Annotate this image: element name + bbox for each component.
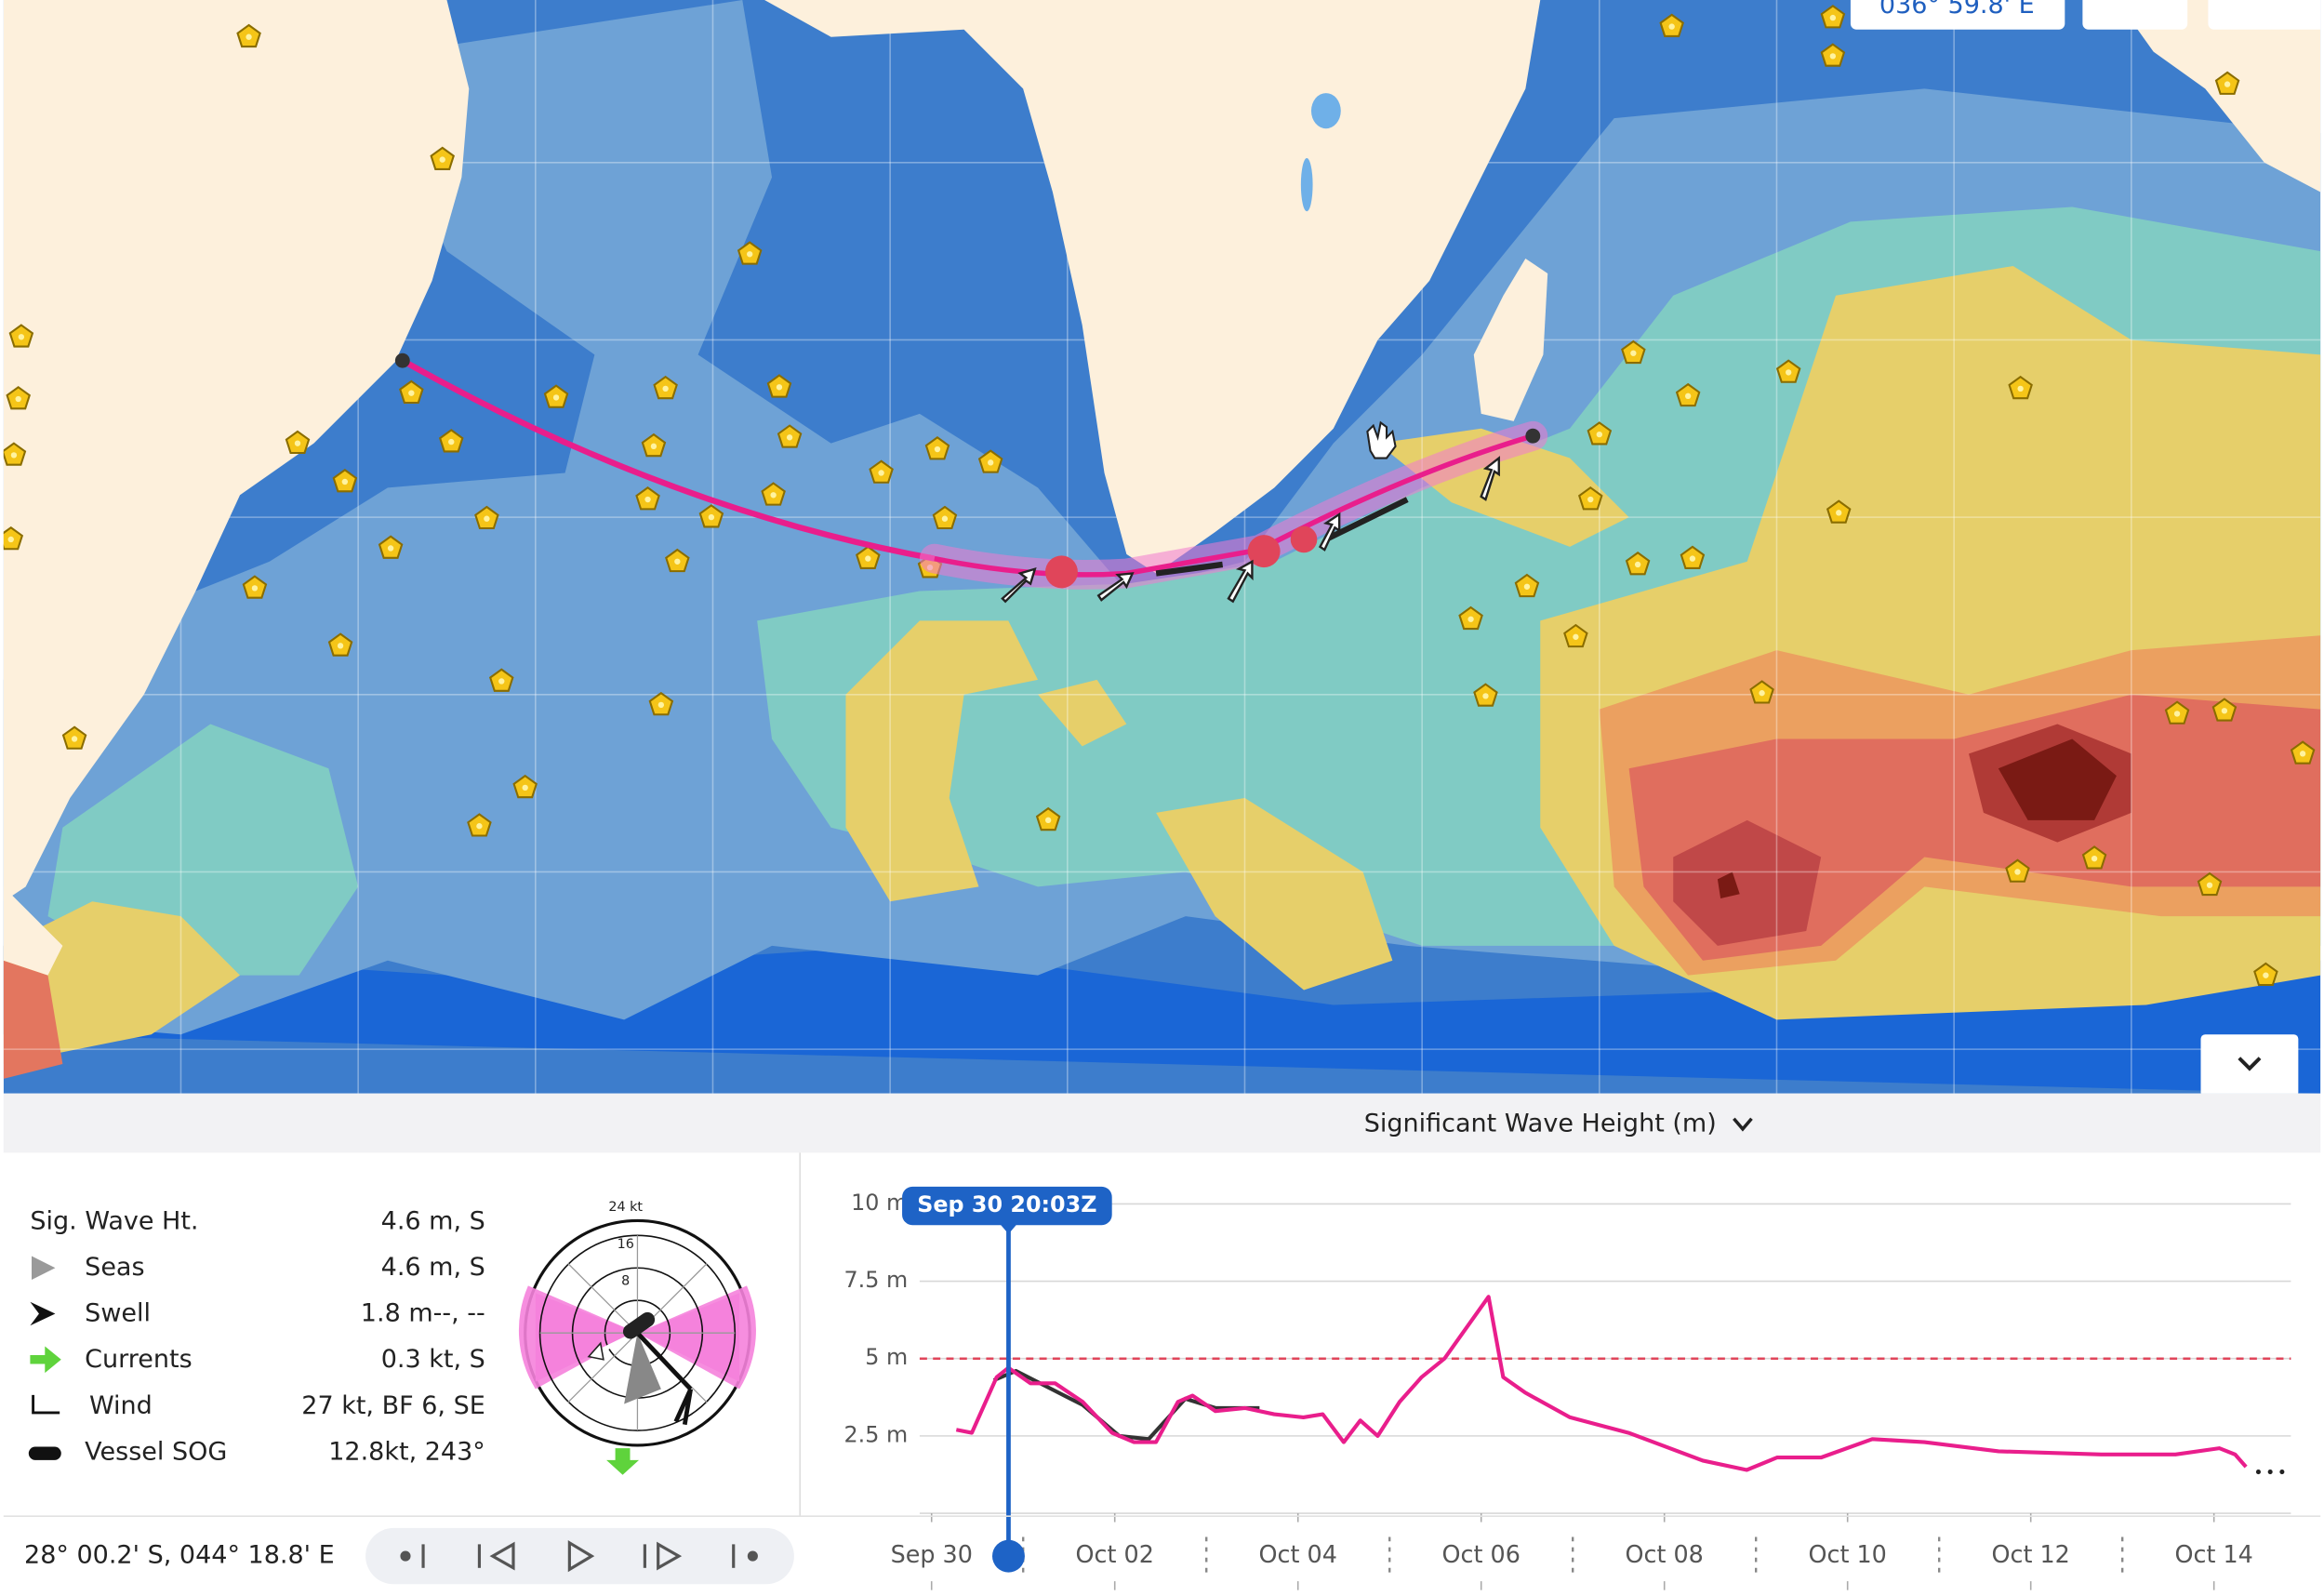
hazards — [1044, 525, 1318, 589]
panel-header — [3, 1093, 2321, 1153]
readout-value: 0.3 kt, S — [381, 1345, 485, 1374]
zone — [3, 960, 63, 1079]
zone — [1717, 871, 1740, 899]
x-tick-label: Oct 10 — [1809, 1540, 1887, 1568]
overflow-dot — [2267, 1469, 2273, 1475]
x-tick-label: Oct 04 — [1259, 1540, 1337, 1568]
overflow-dot — [2279, 1469, 2285, 1475]
zone — [1998, 738, 2117, 820]
playback-icons — [400, 1539, 758, 1573]
compass-ring-label: 24 kt — [608, 1200, 643, 1215]
readout-value: 27 kt, BF 6, SE — [301, 1391, 485, 1420]
y-tick-label: 10 m — [851, 1190, 908, 1216]
land — [3, 0, 2321, 976]
seas-icon — [32, 1256, 56, 1280]
map-button[interactable] — [2208, 0, 2324, 30]
cursor-label-pointer — [999, 1223, 1017, 1234]
readout-label: Sig. Wave Ht. — [30, 1207, 198, 1236]
y-tick-label: 7.5 m — [844, 1267, 909, 1293]
cursor-hand — [1366, 420, 1397, 459]
readout-label: Wind — [89, 1391, 153, 1420]
readout-value: 4.6 m, S — [381, 1207, 485, 1236]
x-tick-label: Sep 30 — [891, 1540, 973, 1568]
wave-arrows — [1001, 456, 1500, 604]
lakes — [1300, 93, 1341, 212]
readout-value: 1.8 m--, -- — [361, 1299, 485, 1328]
swell-icon — [30, 1301, 56, 1326]
map[interactable]: 036° 59.8' E — [0, 0, 2324, 1097]
playback-controls — [365, 1527, 794, 1585]
panel-title[interactable]: Significant Wave Height (m) — [1364, 1110, 1717, 1138]
compass-ring-label: 8 — [621, 1274, 630, 1289]
overflow-dot — [2255, 1469, 2261, 1475]
readout: Sig. Wave Ht. 4.6 m, S Seas 4.6 m, S Swell 1.… — [28, 1207, 485, 1466]
wave-chart: 2.5 m 5 m 7.5 m 10 m Sep 30 Oct 02 Oct 04 Oct 0… — [844, 1186, 2291, 1590]
x-tick-label: Oct 02 — [1076, 1540, 1154, 1568]
series-line — [955, 1295, 2248, 1472]
vessel-icon — [28, 1446, 61, 1460]
route-end — [1525, 428, 1541, 444]
x-tick-label: Oct 08 — [1626, 1540, 1704, 1568]
track — [1155, 497, 1409, 577]
map-button[interactable] — [2082, 0, 2188, 30]
x-tick-label: Oct 12 — [1992, 1540, 2070, 1568]
readout-value: 4.6 m, S — [381, 1253, 485, 1282]
compass — [518, 1218, 756, 1475]
y-tick-label: 5 m — [865, 1344, 908, 1370]
chevron-icon — [2238, 1057, 2262, 1071]
readout-label: Seas — [85, 1253, 144, 1282]
dropdown-icon[interactable] — [1733, 1117, 1753, 1132]
zone — [845, 620, 1039, 902]
zone — [3, 901, 241, 1064]
currents-icon — [30, 1346, 61, 1374]
cursor-handle[interactable] — [991, 1539, 1025, 1573]
readout-label: Currents — [85, 1345, 192, 1374]
route-start — [394, 352, 410, 368]
coordinate-badge — [1850, 0, 2065, 30]
series-line — [992, 1368, 1260, 1442]
zone — [1673, 819, 1822, 946]
coordinate-text: 036° 59.8' E — [1879, 0, 2035, 20]
readout-value: 12.8kt, 243° — [328, 1437, 485, 1466]
x-tick-label: Oct 14 — [2175, 1540, 2253, 1568]
wind-icon — [32, 1394, 60, 1415]
x-tick-label: Oct 06 — [1442, 1540, 1521, 1568]
zone — [1156, 798, 1393, 991]
cursor-label-box — [902, 1186, 1112, 1226]
compass-ring-label: 16 — [618, 1237, 634, 1252]
zone — [1038, 679, 1127, 747]
readout-label: Vessel SOG — [85, 1437, 227, 1466]
collapse-button[interactable] — [2200, 1034, 2299, 1097]
position: 28° 00.2' S, 044° 18.8' E — [24, 1541, 335, 1570]
readout-label: Swell — [85, 1299, 151, 1328]
cursor-label: Sep 30 20:03Z — [917, 1191, 1096, 1217]
route — [401, 357, 936, 562]
y-tick-label: 2.5 m — [844, 1421, 909, 1447]
